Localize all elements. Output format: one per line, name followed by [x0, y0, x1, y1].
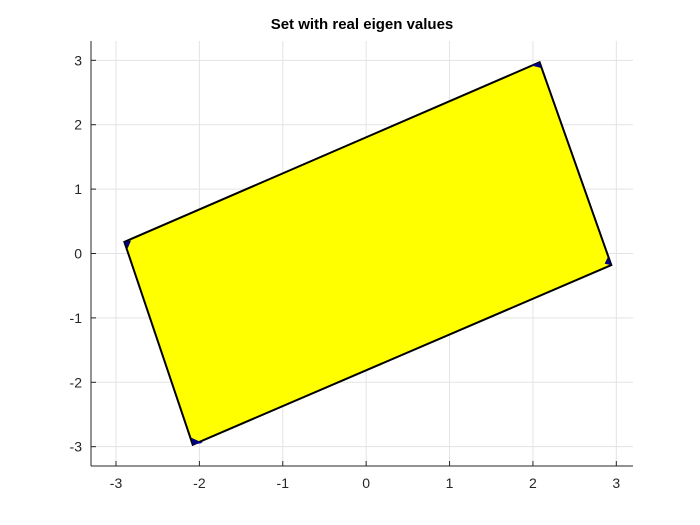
corner-marker [191, 437, 203, 445]
axes [90, 41, 633, 467]
corner-marker [531, 62, 542, 69]
x-tick-label: 1 [446, 475, 454, 491]
corner-marker [604, 256, 612, 266]
y-tick-label: -1 [70, 310, 83, 326]
x-tick-label: 0 [362, 475, 370, 491]
chart-title: Set with real eigen values [271, 16, 454, 33]
y-tick-label: 2 [74, 117, 82, 133]
y-tick-label: -3 [70, 439, 83, 455]
y-tick-label: -2 [70, 374, 83, 390]
x-tick-label: -2 [193, 475, 206, 491]
y-tick-label: 0 [74, 246, 82, 262]
x-tick-label: 3 [612, 475, 620, 491]
x-tick-label: -3 [110, 475, 123, 491]
tick-labels: -3 -2 -1 0 1 2 3 -3 -2 -1 0 1 2 3 [70, 52, 621, 491]
y-tick-label: 1 [74, 181, 82, 197]
x-tick-label: 2 [529, 475, 537, 491]
y-tick-label: 3 [74, 52, 82, 68]
corner-marker [124, 240, 132, 249]
x-tick-label: -1 [277, 475, 290, 491]
plot-area [123, 60, 613, 447]
